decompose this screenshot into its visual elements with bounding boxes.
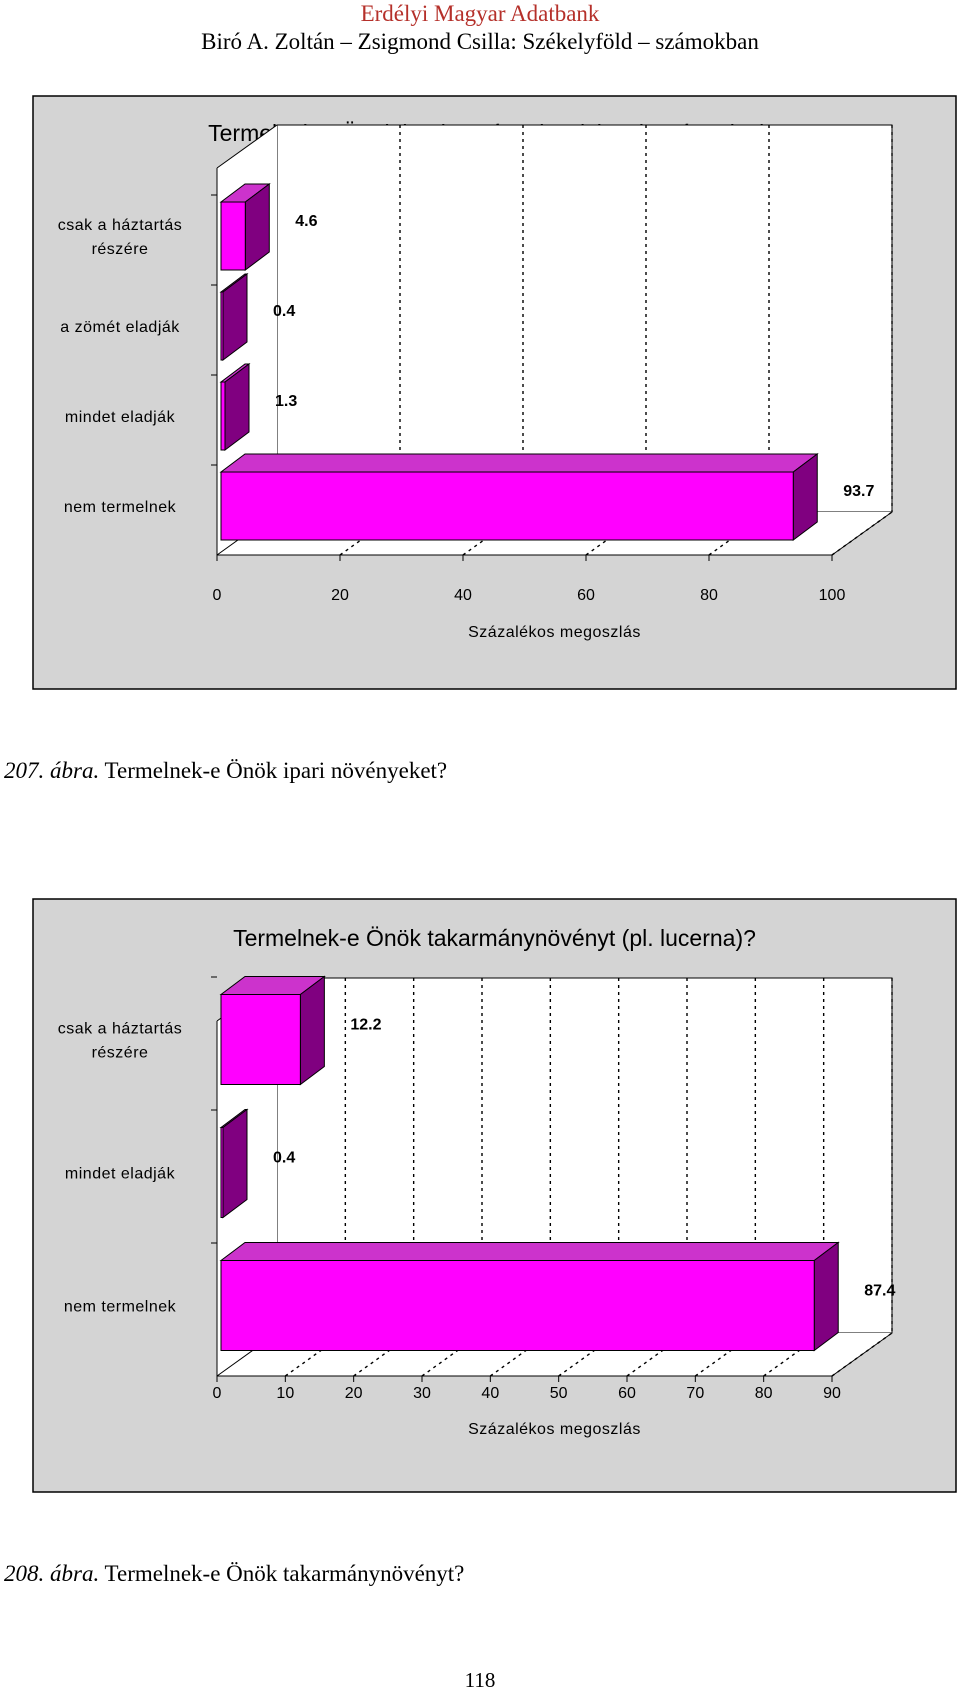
x-tick-label: 80 bbox=[700, 587, 718, 604]
x-tick-label: 40 bbox=[481, 1385, 499, 1402]
data-label: 87.4 bbox=[864, 1283, 895, 1300]
bar-side bbox=[813, 1241, 839, 1352]
bar-top bbox=[219, 453, 819, 473]
x-tick-label: 90 bbox=[823, 1385, 841, 1402]
bar bbox=[220, 201, 246, 271]
gridline-floor bbox=[558, 1332, 620, 1377]
category-label: csak a háztartás bbox=[58, 217, 183, 234]
floor-edge bbox=[831, 1332, 893, 1377]
data-label: 0.4 bbox=[273, 303, 295, 320]
x-tick-label: 10 bbox=[276, 1385, 294, 1402]
x-tick-label: 60 bbox=[618, 1385, 636, 1402]
data-label: 1.3 bbox=[275, 393, 297, 410]
bar bbox=[220, 471, 794, 541]
gridline-floor bbox=[284, 1332, 346, 1377]
bar bbox=[220, 1127, 224, 1218]
x-tick-label: 50 bbox=[550, 1385, 568, 1402]
figure-208: Termelnek-e Önök takarmánynövényt (pl. l… bbox=[32, 898, 957, 1493]
category-label: részére bbox=[92, 1045, 149, 1062]
chart-takarmanynovenyek: Termelnek-e Önök takarmánynövényt (pl. l… bbox=[32, 898, 957, 1493]
x-axis-label: Százalékos megoszlás bbox=[468, 624, 641, 641]
figure-208-caption: 208. ábra. Termelnek-e Önök takarmánynöv… bbox=[4, 1561, 464, 1587]
floor-edge bbox=[831, 511, 893, 556]
x-tick-label: 30 bbox=[413, 1385, 431, 1402]
x-tick-label: 80 bbox=[755, 1385, 773, 1402]
x-tick-label: 100 bbox=[819, 587, 846, 604]
x-tick-label: 20 bbox=[345, 1385, 363, 1402]
gridline-floor bbox=[626, 1332, 688, 1377]
data-label: 0.4 bbox=[273, 1150, 295, 1167]
bar-top bbox=[219, 1242, 840, 1261]
bar bbox=[220, 291, 224, 361]
bar-side bbox=[222, 1108, 248, 1219]
chart-ipari-novenyek: Termelnek-e Önök ipari növényeket (pl. c… bbox=[32, 95, 957, 690]
caption-number: 208. ábra. bbox=[4, 1561, 100, 1586]
data-label: 12.2 bbox=[350, 1017, 381, 1034]
data-label: 4.6 bbox=[295, 213, 317, 230]
page-number: 118 bbox=[464, 1668, 496, 1692]
data-label: 93.7 bbox=[843, 483, 874, 500]
gridline-floor bbox=[489, 1332, 551, 1377]
chart-title: Termelnek-e Önök takarmánynövényt (pl. l… bbox=[233, 925, 756, 951]
gridline-floor bbox=[694, 1332, 756, 1377]
figure-207: Termelnek-e Önök ipari növényeket (pl. c… bbox=[32, 95, 957, 690]
category-label: nem termelnek bbox=[64, 1299, 177, 1316]
x-tick-label: 0 bbox=[213, 1385, 222, 1402]
category-label: mindet eladják bbox=[65, 409, 176, 426]
x-tick-label: 60 bbox=[577, 587, 595, 604]
bar bbox=[220, 994, 301, 1085]
category-label: részére bbox=[92, 241, 149, 258]
x-tick-label: 40 bbox=[454, 587, 472, 604]
gridline-floor bbox=[763, 1332, 825, 1377]
bar-side bbox=[299, 975, 325, 1086]
figure-207-caption: 207. ábra. Termelnek-e Önök ipari növény… bbox=[4, 758, 447, 784]
category-label: a zömét eladják bbox=[60, 319, 180, 336]
category-label: csak a háztartás bbox=[58, 1021, 183, 1038]
caption-text: Termelnek-e Önök takarmánynövényt? bbox=[99, 1561, 465, 1586]
x-tick-label: 0 bbox=[213, 587, 222, 604]
x-tick-label: 20 bbox=[331, 587, 349, 604]
chart-back-wall bbox=[276, 124, 893, 513]
gridline-floor bbox=[353, 1332, 415, 1377]
y-axis-top-edge bbox=[216, 124, 278, 169]
header-source: Erdélyi Magyar Adatbank bbox=[360, 1, 600, 26]
x-tick-label: 70 bbox=[686, 1385, 704, 1402]
category-label: mindet eladják bbox=[65, 1166, 176, 1183]
bar bbox=[220, 1260, 815, 1351]
header-book-title: Biró A. Zoltán – Zsigmond Csilla: Székel… bbox=[201, 29, 759, 54]
caption-number: 207. ábra. bbox=[4, 758, 100, 783]
gridline-floor bbox=[421, 1332, 483, 1377]
x-axis-label: Százalékos megoszlás bbox=[468, 1421, 641, 1438]
caption-text: Termelnek-e Önök ipari növényeket? bbox=[99, 758, 448, 783]
category-label: nem termelnek bbox=[64, 499, 177, 516]
bar bbox=[220, 381, 226, 451]
